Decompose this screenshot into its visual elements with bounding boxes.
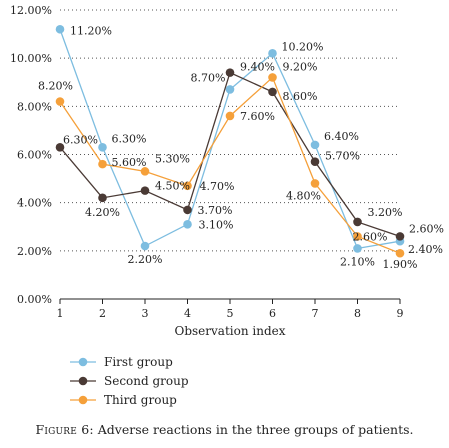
data-point — [98, 142, 107, 152]
data-point — [353, 232, 362, 241]
data-point — [98, 159, 107, 169]
legend-entry: Second group — [70, 374, 189, 388]
figure-caption: Figure 6: Adverse reactions in the three… — [0, 422, 449, 437]
data-label: 7.60% — [240, 110, 275, 123]
x-tick-label: 8 — [354, 307, 361, 320]
data-label: 8.20% — [38, 80, 73, 93]
x-tick-label: 4 — [184, 307, 191, 320]
legend-swatch-marker — [78, 376, 88, 386]
y-tick-label: 10.00% — [10, 52, 52, 65]
data-label: 5.60% — [112, 156, 147, 169]
legend: First group Second group Third group — [70, 355, 189, 407]
x-tick-label: 2 — [99, 307, 106, 320]
x-tick-labels: 1 2 3 4 5 6 7 8 9 — [57, 307, 404, 320]
data-label: 9.20% — [283, 60, 318, 73]
data-point — [395, 248, 405, 258]
data-label: 2.40% — [408, 243, 443, 256]
data-label: 2.10% — [340, 255, 375, 268]
data-label: 4.70% — [200, 180, 235, 193]
data-point — [55, 142, 65, 152]
x-axis-title: Observation index — [175, 324, 286, 338]
data-label: 8.70% — [191, 71, 226, 84]
line-chart: 0.00% 2.00% 4.00% 6.00% 8.00% 10.00% 12.00% 1 2… — [10, 4, 444, 407]
data-label: 6.30% — [112, 132, 147, 145]
data-point — [268, 73, 277, 82]
axes — [59, 298, 401, 304]
legend-entry: First group — [70, 355, 173, 369]
data-point — [140, 186, 150, 195]
data-label: 9.40% — [240, 61, 275, 74]
data-point — [225, 85, 235, 94]
x-tick-label: 1 — [57, 307, 64, 320]
data-point — [395, 232, 405, 241]
data-label: 5.30% — [155, 152, 190, 165]
data-label: 2.60% — [409, 222, 444, 235]
data-label: 11.20% — [70, 24, 112, 37]
data-point — [353, 217, 362, 227]
x-tick-label: 9 — [397, 307, 404, 320]
data-label: 6.40% — [324, 130, 359, 143]
y-tick-label: 0.00% — [17, 293, 52, 306]
data-labels: 11.20% 6.30% 2.20% 3.10% 8.70% 10.20% 6.40% 2.1… — [38, 24, 444, 271]
data-point — [268, 87, 277, 97]
data-point — [140, 167, 150, 176]
legend-label: Third group — [104, 393, 177, 407]
data-point — [98, 193, 107, 203]
data-label: 8.60% — [283, 90, 318, 103]
data-label: 4.80% — [286, 189, 321, 202]
data-point — [225, 68, 235, 77]
x-tick-label: 3 — [142, 307, 149, 320]
series-lines — [55, 24, 405, 258]
data-point — [55, 97, 65, 106]
data-label: 3.20% — [368, 206, 403, 219]
data-label: 2.20% — [128, 253, 163, 266]
y-tick-label: 6.00% — [17, 149, 52, 162]
data-point — [310, 157, 320, 167]
y-tick-labels: 0.00% 2.00% 4.00% 6.00% 8.00% 10.00% 12.00% — [10, 4, 52, 306]
data-label: 10.20% — [282, 40, 324, 53]
legend-label: First group — [104, 355, 173, 369]
y-tick-label: 4.00% — [17, 197, 52, 210]
figure-tag: Figure 6: — [35, 422, 94, 437]
data-point — [55, 24, 65, 34]
data-label: 3.70% — [198, 204, 233, 217]
legend-swatch-marker — [78, 357, 88, 367]
data-label: 4.20% — [85, 206, 120, 219]
data-point — [225, 111, 235, 121]
data-label: 5.70% — [325, 150, 360, 163]
data-label: 6.30% — [63, 133, 98, 146]
legend-entry: Third group — [70, 393, 177, 407]
grid-lines — [60, 9, 400, 252]
y-tick-label: 8.00% — [17, 100, 52, 113]
data-label: 2.60% — [353, 230, 388, 243]
data-point — [183, 220, 192, 229]
x-tick-label: 5 — [227, 307, 234, 320]
y-tick-label: 2.00% — [17, 245, 52, 258]
data-point — [268, 49, 277, 58]
caption-text: Adverse reactions in the three groups of… — [93, 422, 414, 437]
x-tick-label: 7 — [312, 307, 319, 320]
data-label: 3.10% — [199, 218, 234, 231]
data-point — [183, 181, 192, 191]
legend-label: Second group — [104, 374, 189, 388]
data-point — [140, 241, 150, 251]
data-label: 4.50% — [155, 180, 190, 193]
data-label: 1.90% — [383, 258, 418, 271]
legend-swatch-marker — [78, 395, 88, 405]
y-tick-label: 12.00% — [10, 4, 52, 17]
data-point — [353, 244, 362, 253]
data-point — [310, 140, 320, 150]
data-point — [183, 205, 192, 215]
data-point — [310, 179, 320, 188]
x-tick-label: 6 — [269, 307, 276, 320]
